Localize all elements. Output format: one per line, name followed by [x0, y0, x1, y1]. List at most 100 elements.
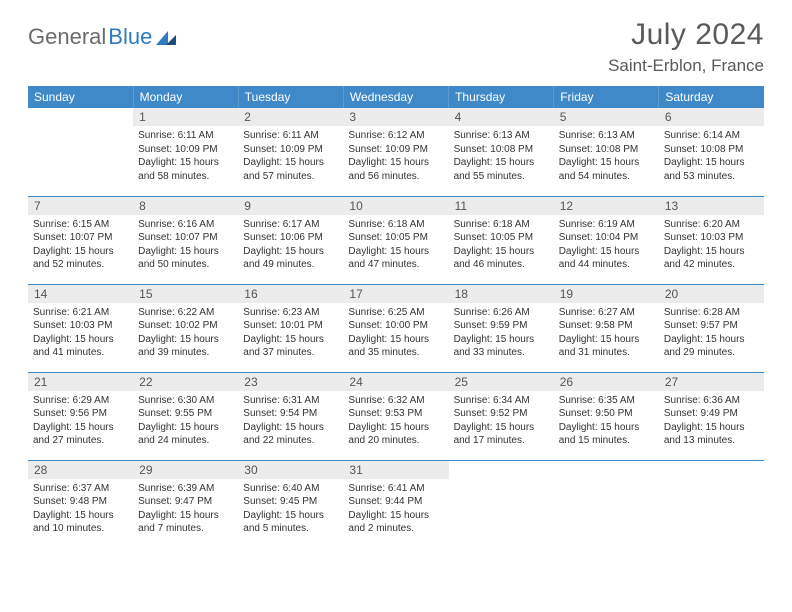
daylight-line: Daylight: 15 hours and 13 minutes.: [664, 421, 759, 448]
sunset-line: Sunset: 10:09 PM: [138, 143, 233, 157]
day-details: Sunrise: 6:30 AMSunset: 9:55 PMDaylight:…: [133, 391, 238, 452]
day-number: 12: [554, 197, 659, 215]
location: Saint-Erblon, France: [608, 56, 764, 76]
day-details: Sunrise: 6:21 AMSunset: 10:03 PMDaylight…: [28, 303, 133, 364]
day-number: 20: [659, 285, 764, 303]
daylight-line: Daylight: 15 hours and 10 minutes.: [33, 509, 128, 536]
calendar-page: GeneralBlue July 2024 Saint-Erblon, Fran…: [0, 0, 792, 558]
day-number: 30: [238, 461, 343, 479]
weekday-header: Saturday: [659, 86, 764, 108]
day-cell: 10Sunrise: 6:18 AMSunset: 10:05 PMDaylig…: [343, 196, 448, 284]
day-details: Sunrise: 6:22 AMSunset: 10:02 PMDaylight…: [133, 303, 238, 364]
sunset-line: Sunset: 10:05 PM: [454, 231, 549, 245]
day-number: 24: [343, 373, 448, 391]
weekday-header: Tuesday: [238, 86, 343, 108]
sunrise-line: Sunrise: 6:13 AM: [454, 129, 549, 143]
day-cell: 3Sunrise: 6:12 AMSunset: 10:09 PMDayligh…: [343, 108, 448, 196]
calendar-table: Sunday Monday Tuesday Wednesday Thursday…: [28, 86, 764, 548]
day-number: [28, 108, 133, 126]
daylight-line: Daylight: 15 hours and 31 minutes.: [559, 333, 654, 360]
sunset-line: Sunset: 10:03 PM: [664, 231, 759, 245]
daylight-line: Daylight: 15 hours and 44 minutes.: [559, 245, 654, 272]
sunrise-line: Sunrise: 6:27 AM: [559, 306, 654, 320]
day-number: 13: [659, 197, 764, 215]
day-cell: 21Sunrise: 6:29 AMSunset: 9:56 PMDayligh…: [28, 372, 133, 460]
day-details: Sunrise: 6:35 AMSunset: 9:50 PMDaylight:…: [554, 391, 659, 452]
sunrise-line: Sunrise: 6:18 AM: [454, 218, 549, 232]
day-details: Sunrise: 6:12 AMSunset: 10:09 PMDaylight…: [343, 126, 448, 187]
week-row: 14Sunrise: 6:21 AMSunset: 10:03 PMDaylig…: [28, 284, 764, 372]
day-cell: 5Sunrise: 6:13 AMSunset: 10:08 PMDayligh…: [554, 108, 659, 196]
sunrise-line: Sunrise: 6:18 AM: [348, 218, 443, 232]
sunrise-line: Sunrise: 6:16 AM: [138, 218, 233, 232]
sunrise-line: Sunrise: 6:11 AM: [243, 129, 338, 143]
daylight-line: Daylight: 15 hours and 33 minutes.: [454, 333, 549, 360]
daylight-line: Daylight: 15 hours and 47 minutes.: [348, 245, 443, 272]
sunset-line: Sunset: 10:07 PM: [33, 231, 128, 245]
day-number: 23: [238, 373, 343, 391]
sunrise-line: Sunrise: 6:23 AM: [243, 306, 338, 320]
sunrise-line: Sunrise: 6:40 AM: [243, 482, 338, 496]
day-details: Sunrise: 6:19 AMSunset: 10:04 PMDaylight…: [554, 215, 659, 276]
day-details: Sunrise: 6:13 AMSunset: 10:08 PMDaylight…: [449, 126, 554, 187]
sunrise-line: Sunrise: 6:22 AM: [138, 306, 233, 320]
day-number: 10: [343, 197, 448, 215]
day-number: 27: [659, 373, 764, 391]
sunset-line: Sunset: 9:47 PM: [138, 495, 233, 509]
day-number: 11: [449, 197, 554, 215]
sunrise-line: Sunrise: 6:32 AM: [348, 394, 443, 408]
day-number: 15: [133, 285, 238, 303]
day-cell: 11Sunrise: 6:18 AMSunset: 10:05 PMDaylig…: [449, 196, 554, 284]
sunset-line: Sunset: 10:08 PM: [454, 143, 549, 157]
sunset-line: Sunset: 10:00 PM: [348, 319, 443, 333]
daylight-line: Daylight: 15 hours and 53 minutes.: [664, 156, 759, 183]
daylight-line: Daylight: 15 hours and 5 minutes.: [243, 509, 338, 536]
day-cell: 15Sunrise: 6:22 AMSunset: 10:02 PMDaylig…: [133, 284, 238, 372]
day-details: Sunrise: 6:15 AMSunset: 10:07 PMDaylight…: [28, 215, 133, 276]
sunrise-line: Sunrise: 6:26 AM: [454, 306, 549, 320]
day-cell: 2Sunrise: 6:11 AMSunset: 10:09 PMDayligh…: [238, 108, 343, 196]
day-details: Sunrise: 6:20 AMSunset: 10:03 PMDaylight…: [659, 215, 764, 276]
day-details: Sunrise: 6:18 AMSunset: 10:05 PMDaylight…: [449, 215, 554, 276]
day-number: 14: [28, 285, 133, 303]
sunrise-line: Sunrise: 6:30 AM: [138, 394, 233, 408]
day-number: 4: [449, 108, 554, 126]
day-number: 7: [28, 197, 133, 215]
day-number: 22: [133, 373, 238, 391]
sunset-line: Sunset: 10:08 PM: [559, 143, 654, 157]
day-number: 16: [238, 285, 343, 303]
weekday-header-row: Sunday Monday Tuesday Wednesday Thursday…: [28, 86, 764, 108]
weekday-header: Friday: [554, 86, 659, 108]
weekday-header: Monday: [133, 86, 238, 108]
weekday-header: Thursday: [449, 86, 554, 108]
sunset-line: Sunset: 9:55 PM: [138, 407, 233, 421]
daylight-line: Daylight: 15 hours and 24 minutes.: [138, 421, 233, 448]
day-details: Sunrise: 6:23 AMSunset: 10:01 PMDaylight…: [238, 303, 343, 364]
sunrise-line: Sunrise: 6:14 AM: [664, 129, 759, 143]
day-details: Sunrise: 6:36 AMSunset: 9:49 PMDaylight:…: [659, 391, 764, 452]
day-number: 26: [554, 373, 659, 391]
day-number: [554, 461, 659, 479]
sunset-line: Sunset: 10:04 PM: [559, 231, 654, 245]
day-cell: 28Sunrise: 6:37 AMSunset: 9:48 PMDayligh…: [28, 460, 133, 548]
sunset-line: Sunset: 9:49 PM: [664, 407, 759, 421]
day-details: Sunrise: 6:13 AMSunset: 10:08 PMDaylight…: [554, 126, 659, 187]
daylight-line: Daylight: 15 hours and 7 minutes.: [138, 509, 233, 536]
day-cell: 29Sunrise: 6:39 AMSunset: 9:47 PMDayligh…: [133, 460, 238, 548]
day-details: Sunrise: 6:41 AMSunset: 9:44 PMDaylight:…: [343, 479, 448, 540]
sunset-line: Sunset: 10:08 PM: [664, 143, 759, 157]
sunset-line: Sunset: 9:44 PM: [348, 495, 443, 509]
sunrise-line: Sunrise: 6:17 AM: [243, 218, 338, 232]
daylight-line: Daylight: 15 hours and 54 minutes.: [559, 156, 654, 183]
day-cell: 20Sunrise: 6:28 AMSunset: 9:57 PMDayligh…: [659, 284, 764, 372]
month-title: July 2024: [608, 18, 764, 52]
daylight-line: Daylight: 15 hours and 17 minutes.: [454, 421, 549, 448]
title-block: July 2024 Saint-Erblon, France: [608, 18, 764, 76]
day-number: 6: [659, 108, 764, 126]
day-cell: 22Sunrise: 6:30 AMSunset: 9:55 PMDayligh…: [133, 372, 238, 460]
day-details: Sunrise: 6:26 AMSunset: 9:59 PMDaylight:…: [449, 303, 554, 364]
sunrise-line: Sunrise: 6:15 AM: [33, 218, 128, 232]
day-cell: 23Sunrise: 6:31 AMSunset: 9:54 PMDayligh…: [238, 372, 343, 460]
sunset-line: Sunset: 9:56 PM: [33, 407, 128, 421]
sunrise-line: Sunrise: 6:11 AM: [138, 129, 233, 143]
